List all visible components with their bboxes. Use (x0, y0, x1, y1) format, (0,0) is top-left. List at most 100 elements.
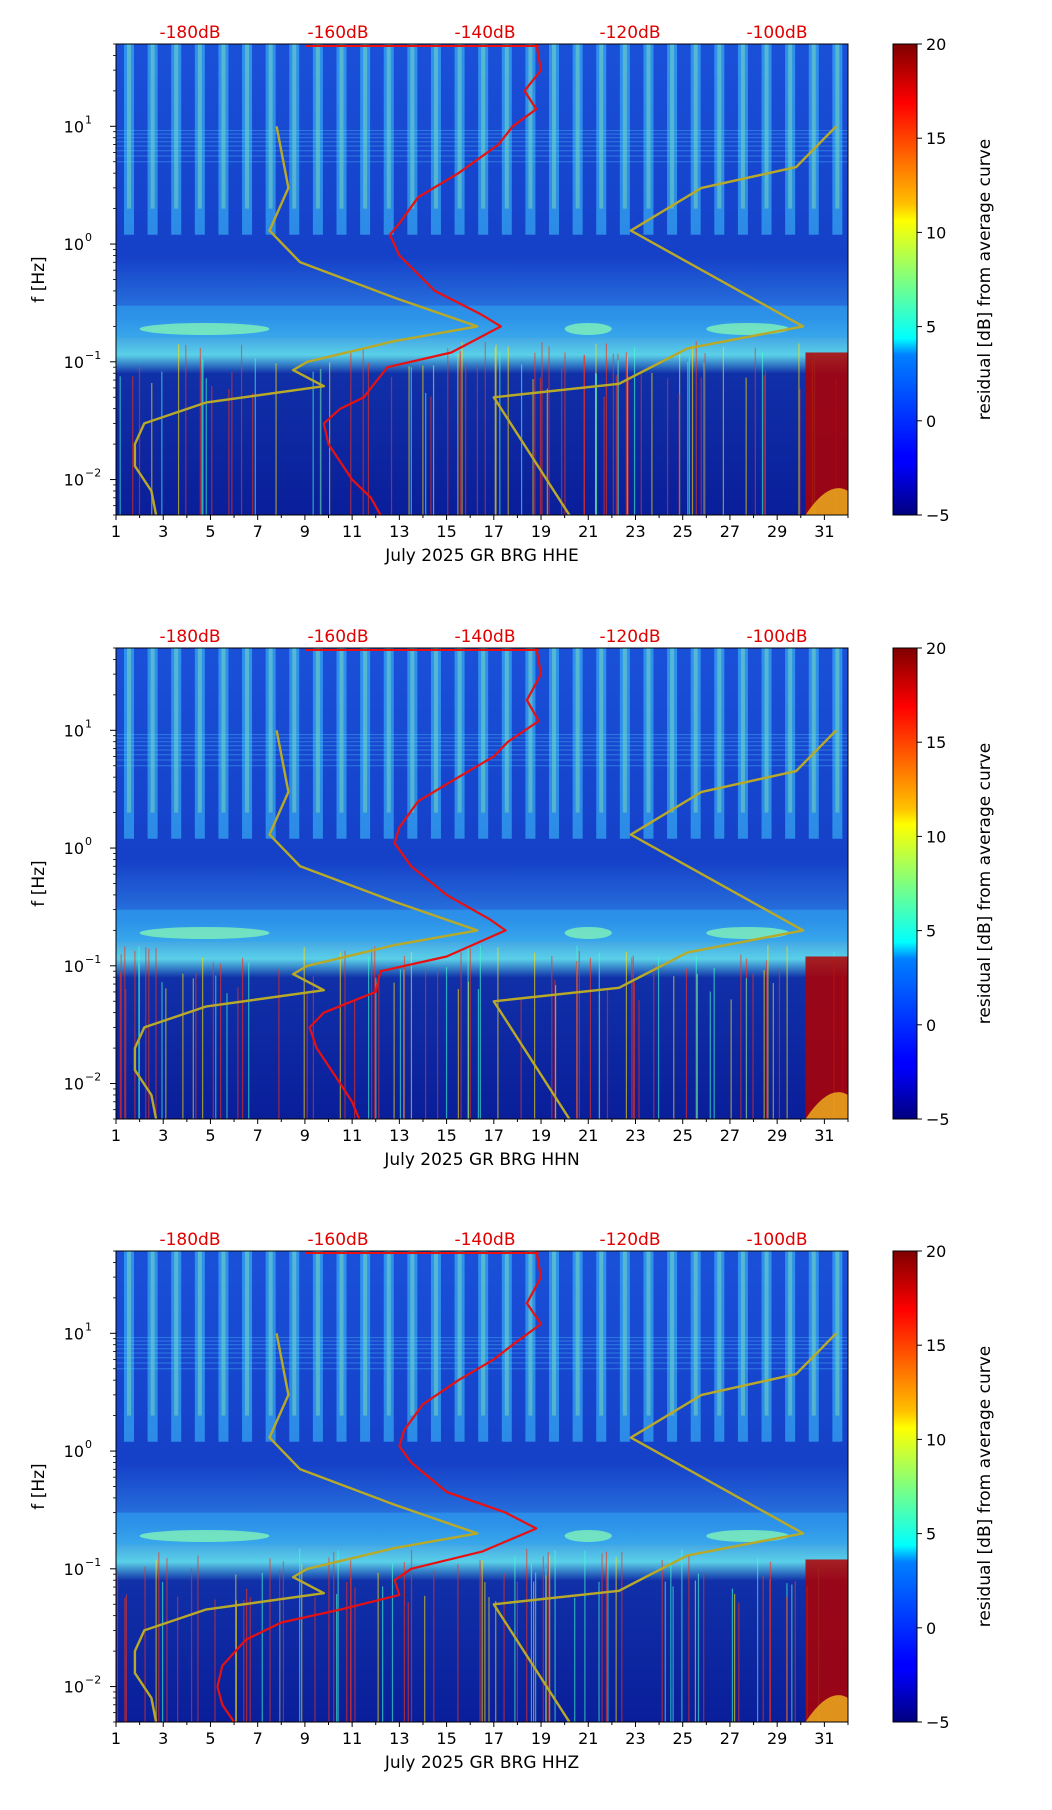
daily-stripe (242, 44, 253, 235)
daily-stripe (123, 1251, 134, 1442)
x-tick-label: 15 (436, 1126, 456, 1145)
daily-stripe-core (292, 648, 297, 813)
y-tick-label: 10 (64, 721, 84, 740)
daily-stripe-core (410, 1251, 415, 1416)
high-residual-block (805, 956, 848, 1119)
daily-stripe-core (717, 1251, 722, 1416)
noise-model-line (492, 125, 838, 516)
x-tick-label: 29 (767, 1729, 787, 1748)
daily-stripe-core (552, 1251, 557, 1416)
daily-stripe-core (552, 44, 557, 209)
daily-stripe-core (575, 648, 580, 813)
daily-stripe (407, 648, 418, 839)
x-tick-label: 17 (484, 1729, 504, 1748)
daily-stripe (478, 648, 489, 839)
daily-stripe (572, 1251, 583, 1442)
x-tick-label: 3 (158, 1126, 168, 1145)
daily-stripe (761, 44, 772, 235)
daily-stripe-core (504, 648, 509, 813)
x-tick-label: 15 (436, 522, 456, 541)
daily-stripe (147, 44, 158, 235)
daily-stripe-core (363, 44, 368, 209)
daily-stripe (478, 44, 489, 235)
daily-stripe-core (221, 648, 226, 813)
daily-stripe (690, 44, 701, 235)
microseism-blob (139, 926, 270, 939)
x-tick-label: 23 (625, 1729, 645, 1748)
y-tick-label: 10 (64, 1678, 84, 1697)
x-tick-label: 7 (253, 522, 263, 541)
median-psd-line (216, 1250, 543, 1723)
x-axis-label: July 2025 GR BRG HHN (383, 1150, 579, 1170)
daily-stripe-core (126, 44, 131, 209)
top-db-label: -160dB (307, 23, 368, 43)
daily-stripe (289, 44, 300, 235)
daily-stripe (123, 44, 134, 235)
microseism-blob (564, 322, 612, 335)
daily-stripe-core (457, 1251, 462, 1416)
colorbar-tick-label: 5 (926, 318, 936, 337)
daily-stripe (383, 648, 394, 839)
daily-stripe (336, 648, 347, 839)
daily-stripe (430, 44, 441, 235)
daily-stripe-core (599, 44, 604, 209)
x-tick-label: 21 (578, 1729, 598, 1748)
daily-stripe-core (386, 44, 391, 209)
daily-stripe-core (599, 648, 604, 813)
daily-stripe (714, 648, 725, 839)
daily-stripe (832, 44, 843, 235)
x-tick-label: 11 (342, 1126, 362, 1145)
daily-stripe-core (245, 648, 250, 813)
daily-stripe-core (788, 44, 793, 209)
colorbar-tick-label: 5 (926, 1525, 936, 1544)
daily-stripe (194, 44, 205, 235)
daily-stripe (761, 648, 772, 839)
daily-stripe (572, 44, 583, 235)
x-axis-label: July 2025 GR BRG HHE (384, 546, 578, 566)
high-residual-edge (805, 1092, 848, 1119)
daily-stripe (690, 1251, 701, 1442)
top-db-label: -100dB (746, 23, 807, 43)
y-tick-label: 10 (64, 353, 84, 372)
daily-stripe (808, 648, 819, 839)
x-tick-label: 11 (342, 1729, 362, 1748)
x-tick-label: 5 (205, 1729, 215, 1748)
median-psd-line (322, 43, 543, 516)
high-residual-block (805, 1559, 848, 1722)
x-tick-label: 13 (389, 522, 409, 541)
y-tick-exponent: 0 (85, 835, 92, 848)
daily-stripe-core (646, 648, 651, 813)
daily-stripe (549, 44, 560, 235)
daily-stripe-core (693, 44, 698, 209)
daily-stripe (737, 648, 748, 839)
daily-stripe (194, 1251, 205, 1442)
daily-stripe (430, 1251, 441, 1442)
colorbar-tick-label: 10 (926, 827, 946, 846)
daily-stripe-core (575, 1251, 580, 1416)
daily-stripe (383, 44, 394, 235)
daily-stripe-core (457, 44, 462, 209)
daily-stripe-core (268, 1251, 273, 1416)
y-tick-exponent: −1 (85, 953, 101, 966)
daily-stripe-core (788, 1251, 793, 1416)
x-tick-label: 19 (531, 1126, 551, 1145)
x-tick-label: 13 (389, 1126, 409, 1145)
colorbar-tick-label: 0 (926, 412, 936, 431)
daily-stripe-core (693, 648, 698, 813)
colorbar: 20 15 10 5 0 −5 residual [dB] from average cur… (892, 35, 995, 525)
y-tick-exponent: −2 (85, 1071, 101, 1084)
colorbar: 20 15 10 5 0 −5 residual [dB] from average cur… (892, 1242, 995, 1732)
colorbar-tick-label: 10 (926, 1430, 946, 1449)
top-db-label: -100dB (746, 1230, 807, 1250)
daily-stripe (360, 1251, 371, 1442)
daily-stripe-core (717, 44, 722, 209)
daily-stripe-core (197, 648, 202, 813)
daily-stripe (454, 1251, 465, 1442)
noise-model-line (133, 1333, 479, 1723)
colorbar-tick-label: 20 (926, 639, 946, 658)
y-tick-label: 10 (64, 235, 84, 254)
colorbar-tick-label: 15 (926, 129, 946, 148)
